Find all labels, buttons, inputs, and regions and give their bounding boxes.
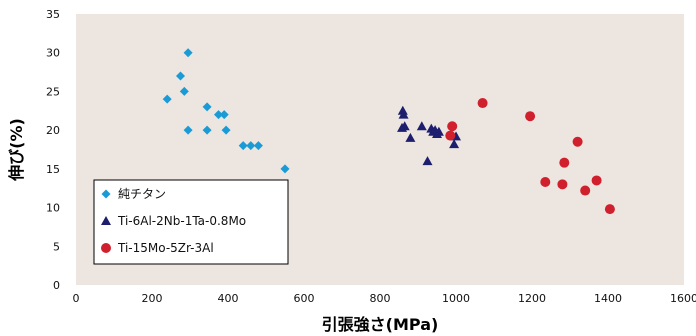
x-tick-label: 1400 <box>594 292 622 305</box>
x-tick-label: 1000 <box>442 292 470 305</box>
legend: 純チタン Ti-6Al-2Nb-1Ta-0.8Mo Ti-15Mo-5Zr-3Al <box>93 179 289 265</box>
triangle-data-point <box>433 126 444 136</box>
y-tick-label: 35 <box>46 8 60 21</box>
x-tick-label: 1200 <box>518 292 546 305</box>
y-tick-label: 30 <box>46 47 60 60</box>
y-axis-label: 伸び(%) <box>7 118 26 182</box>
triangle-data-point <box>416 121 427 131</box>
y-tick-label: 5 <box>53 240 60 253</box>
triangle-data-point <box>399 121 410 131</box>
triangle-data-point <box>397 105 408 115</box>
legend-box <box>93 179 289 265</box>
diamond-data-point <box>179 86 189 96</box>
triangle-data-point <box>398 109 409 119</box>
circle-data-point <box>591 175 602 186</box>
series-1-points <box>162 48 290 174</box>
x-axis-label: 引張強さ(MPa) <box>322 315 439 334</box>
diamond-data-point <box>253 141 263 151</box>
legend-triangle-swatch <box>101 216 111 225</box>
diamond-data-point <box>221 125 231 135</box>
triangle-data-point <box>422 156 433 166</box>
diamond-data-point <box>176 71 185 81</box>
triangle-data-point <box>449 139 460 149</box>
circle-data-point <box>447 121 458 132</box>
diamond-data-point <box>246 141 256 151</box>
circle-data-point <box>525 111 536 122</box>
triangle-data-point <box>405 132 416 142</box>
diamond-data-point <box>202 102 212 112</box>
y-tick-label: 15 <box>46 163 60 176</box>
diamond-data-point <box>214 110 223 120</box>
x-axis-ticks: 0 200 400 600 800 1000 1200 1400 1600 <box>73 292 696 305</box>
diamond-data-point <box>280 164 290 174</box>
y-tick-label: 10 <box>46 202 60 215</box>
legend-circle-swatch <box>101 243 111 253</box>
circle-data-point <box>445 130 456 141</box>
y-tick-label: 20 <box>46 124 60 137</box>
diamond-data-point <box>183 125 193 135</box>
diamond-data-point <box>219 110 229 120</box>
circle-data-point <box>572 136 583 147</box>
circle-data-point <box>477 98 488 109</box>
diamond-data-point <box>202 125 212 135</box>
circle-data-point <box>557 179 568 190</box>
x-tick-label: 400 <box>218 292 239 305</box>
legend-diamond-swatch <box>101 189 111 199</box>
y-axis-ticks: 0 5 10 15 20 25 30 35 <box>46 8 60 292</box>
circle-data-point <box>604 204 615 215</box>
x-tick-label: 0 <box>73 292 80 305</box>
x-tick-label: 800 <box>370 292 391 305</box>
series-3-points <box>445 98 615 215</box>
y-tick-label: 25 <box>46 85 60 98</box>
data-points <box>162 48 615 215</box>
diamond-data-point <box>183 48 193 58</box>
x-tick-label: 600 <box>294 292 315 305</box>
circle-data-point <box>559 157 570 168</box>
x-tick-label: 200 <box>142 292 163 305</box>
diamond-data-point <box>162 94 172 104</box>
diamond-data-point <box>238 141 248 151</box>
legend-series-2-label: Ti-6Al-2Nb-1Ta-0.8Mo <box>117 214 246 228</box>
legend-series-1-label: 純チタン <box>118 187 166 201</box>
circle-data-point <box>540 177 551 188</box>
legend-series-3-label: Ti-15Mo-5Zr-3Al <box>117 241 214 255</box>
circle-data-point <box>580 185 591 196</box>
y-tick-label: 0 <box>53 279 60 292</box>
x-tick-label: 1600 <box>670 292 696 305</box>
